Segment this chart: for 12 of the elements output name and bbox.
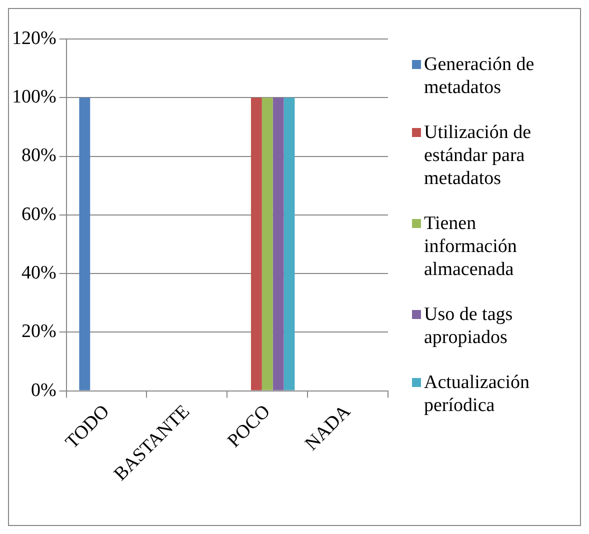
- y-tick-label: 80%: [22, 145, 56, 166]
- legend-label: Generación de metadatos: [424, 53, 536, 99]
- y-tick-label: 40%: [22, 262, 56, 284]
- y-tick-label: 0%: [31, 380, 56, 401]
- legend-label: Tienen información almacenada: [424, 212, 518, 281]
- y-tick-label: 120%: [12, 28, 56, 49]
- y-tick-label: 60%: [22, 204, 56, 225]
- legend-label: Actualización períodica: [424, 371, 531, 417]
- y-tick-label: 20%: [22, 321, 56, 342]
- y-tick-label: 100%: [12, 86, 56, 108]
- legend-label: Uso de tags apropiados: [424, 303, 514, 349]
- legend-label: Utilización de estándar para metadatos: [424, 121, 532, 190]
